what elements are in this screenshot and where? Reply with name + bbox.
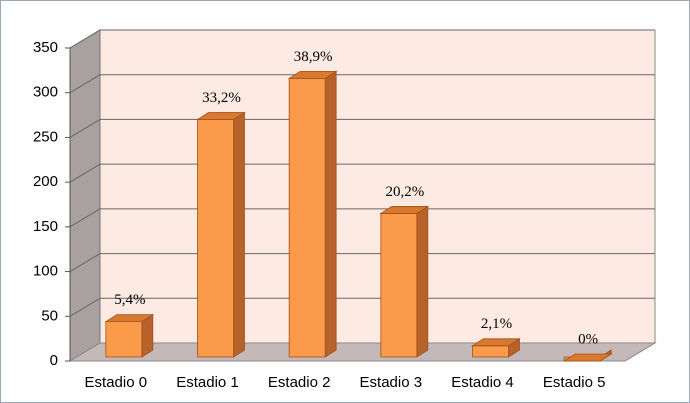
bar xyxy=(562,349,613,362)
y-tick-label: 100 xyxy=(33,263,58,280)
data-label: 20,2% xyxy=(385,184,424,200)
x-tick-label: Estadio 3 xyxy=(360,374,423,391)
y-tick-label: 50 xyxy=(41,307,58,324)
bar-front xyxy=(380,213,418,358)
data-label: 38,9% xyxy=(294,49,333,65)
y-tick-label: 300 xyxy=(33,84,58,101)
x-tick-label: Estadio 1 xyxy=(176,374,239,391)
bar xyxy=(287,70,338,358)
bar-side xyxy=(324,70,337,358)
data-label: 33,2% xyxy=(202,90,241,106)
data-label: 2,1% xyxy=(481,316,512,332)
bar xyxy=(196,111,246,358)
bar-side xyxy=(233,111,245,358)
bar xyxy=(471,338,521,358)
bar xyxy=(104,313,155,358)
x-tick-label: Estadio 4 xyxy=(451,374,514,391)
data-label: 0% xyxy=(578,331,598,347)
grid-line xyxy=(69,163,101,183)
y-tick-label: 200 xyxy=(33,173,58,190)
data-label: 5,4% xyxy=(114,292,145,308)
grid-line xyxy=(69,253,101,273)
bar xyxy=(379,205,430,358)
grid-line xyxy=(69,29,101,49)
bar-top xyxy=(379,206,430,214)
bar-front xyxy=(288,78,326,358)
bar-top xyxy=(287,71,338,79)
x-tick-label: Estadio 5 xyxy=(543,374,606,391)
y-tick-label: 250 xyxy=(33,128,58,145)
grid-line xyxy=(69,208,101,228)
side-wall xyxy=(69,29,101,362)
x-tick-label: Estadio 0 xyxy=(85,374,148,391)
grid-line xyxy=(69,297,101,317)
bar-top xyxy=(471,338,521,347)
bar-top xyxy=(104,314,155,323)
x-tick-label: Estadio 2 xyxy=(268,374,331,391)
back-wall xyxy=(99,29,656,344)
bar-front xyxy=(472,345,509,358)
bar-side xyxy=(416,205,429,358)
grid-line xyxy=(69,118,101,138)
grid-line xyxy=(69,74,101,94)
y-tick-label: 0 xyxy=(50,352,58,369)
bar-top xyxy=(196,112,246,120)
bar-front xyxy=(197,119,234,358)
y-tick-label: 350 xyxy=(33,39,58,56)
bar-top xyxy=(562,353,613,362)
bar-front xyxy=(105,321,143,358)
y-tick-label: 150 xyxy=(33,218,58,235)
